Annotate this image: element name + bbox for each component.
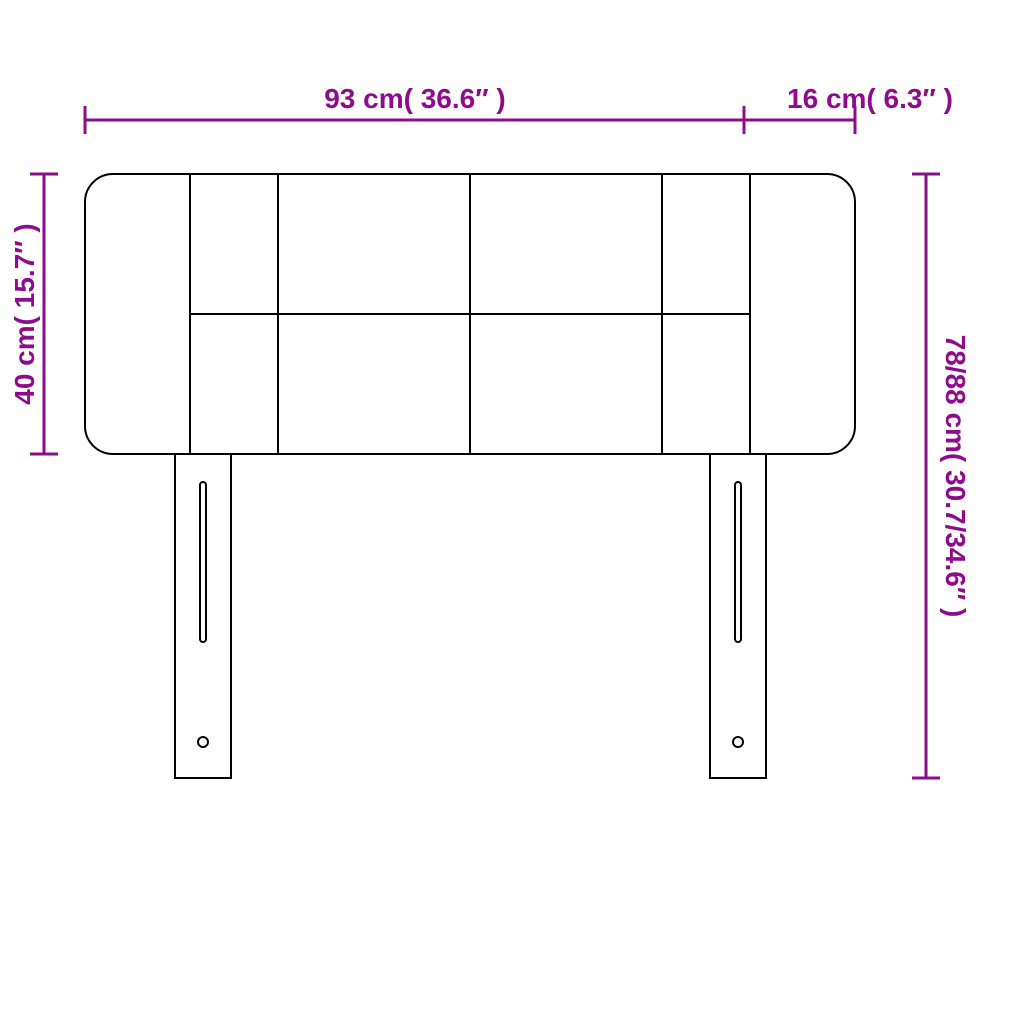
dim-width-93: 93 cm( 36.6″ ) [85, 83, 744, 134]
mounting-leg-0 [175, 454, 231, 778]
mounting-leg-1 [710, 454, 766, 778]
dimension-diagram: 93 cm( 36.6″ ) 16 cm( 6.3″ ) 40 cm( 15.7″ … [0, 0, 1024, 1024]
dim-depth-16: 16 cm( 6.3″ ) [744, 83, 953, 134]
dim-height-78-88-label: 78/88 cm( 30.7/34.6″ ) [940, 335, 971, 618]
dim-width-93-label: 93 cm( 36.6″ ) [324, 83, 506, 114]
dim-height-40-label: 40 cm( 15.7″ ) [9, 223, 40, 405]
dim-depth-16-label: 16 cm( 6.3″ ) [787, 83, 953, 114]
dim-height-78-88: 78/88 cm( 30.7/34.6″ ) [912, 174, 971, 778]
dim-height-40: 40 cm( 15.7″ ) [9, 174, 58, 454]
